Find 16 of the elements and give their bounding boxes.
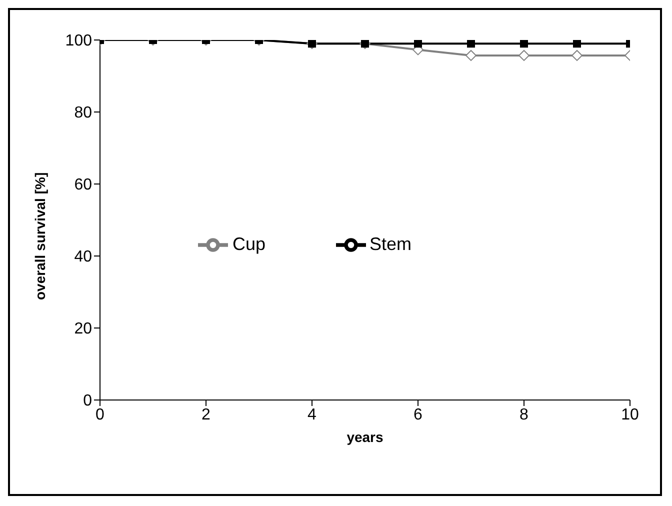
y-tick-label: 40 <box>74 248 92 266</box>
y-tick-label: 80 <box>74 104 92 122</box>
y-axis-title: overall survival [%] <box>32 172 48 300</box>
x-tick-label: 2 <box>202 406 211 424</box>
x-tick-label: 8 <box>520 406 529 424</box>
y-tick-label: 20 <box>74 320 92 338</box>
x-tick-label: 10 <box>621 406 639 424</box>
legend-label: Stem <box>370 234 412 254</box>
y-tick-label: 60 <box>74 176 92 194</box>
x-axis-title: years <box>346 429 384 445</box>
x-tick-label: 4 <box>308 406 317 424</box>
y-tick-label: 100 <box>65 32 92 50</box>
y-tick-label: 0 <box>83 392 92 410</box>
legend-label: Cup <box>232 234 266 254</box>
x-tick-label: 0 <box>96 406 105 424</box>
x-tick-label: 6 <box>414 406 423 424</box>
